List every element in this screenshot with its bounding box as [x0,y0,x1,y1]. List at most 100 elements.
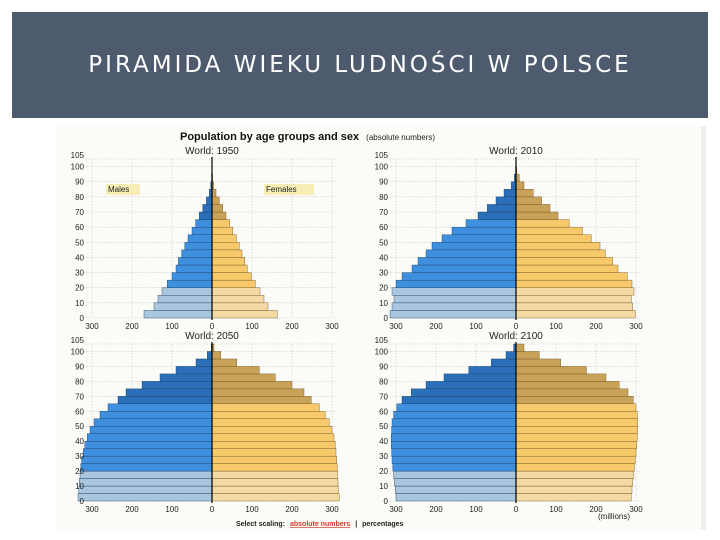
bar-male-15-19 [391,287,517,296]
bar-male-5-9 [78,485,213,494]
bar-male-35-39 [84,440,213,449]
y-tick-label: 105 [71,151,85,160]
panel-title: World: 2010 [489,146,543,157]
bar-male-0-4 [143,310,213,319]
x-tick-label: 300 [325,505,339,514]
bar-male-20-24 [395,279,517,288]
bar-male-85-89 [175,366,213,375]
y-tick-label: 10 [75,299,84,308]
bar-male-50-54 [187,234,213,243]
bar-female-10-14 [515,295,632,304]
bar-male-75-79 [425,381,517,390]
bar-female-100+ [515,343,525,352]
x-tick-label: 200 [589,505,603,514]
y-tick-label: 30 [379,269,388,278]
y-tick-label: 30 [75,452,84,461]
x-tick-label: 100 [469,505,483,514]
scaling-selector: Select scaling: absolute numbers | perce… [236,521,404,528]
y-tick-label: 50 [75,238,84,247]
y-tick-label: 30 [379,452,388,461]
bar-male-45-49 [184,242,213,251]
bar-female-20-24 [211,463,338,472]
bar-male-30-34 [83,448,213,457]
bar-female-75-79 [515,196,542,205]
bar-female-70-74 [211,204,224,213]
bar-male-40-44 [425,249,517,258]
bar-female-0-4 [515,493,632,502]
y-tick-label: 105 [375,151,389,160]
bar-female-60-64 [515,403,637,412]
bar-male-80-84 [443,373,517,382]
legend-males-label: Males [108,185,129,194]
bar-female-65-69 [515,211,559,220]
bar-male-50-54 [391,418,517,427]
y-tick-label: 30 [75,269,84,278]
bar-female-55-59 [515,411,638,419]
y-tick-label: 90 [379,362,388,371]
y-tick-label: 50 [379,238,388,247]
y-tick-label: 60 [75,223,84,232]
bar-female-65-69 [515,396,634,405]
slide-title: PIRAMIDA WIEKU LUDNOŚCI W POLSCE [88,52,632,78]
bar-male-50-54 [441,234,517,243]
bar-female-40-44 [211,433,335,442]
bar-female-85-89 [211,366,260,375]
bar-female-65-69 [211,396,312,405]
bar-female-60-64 [211,219,230,228]
bar-female-10-14 [515,478,634,487]
bar-female-75-79 [515,381,620,390]
bar-female-45-49 [515,426,638,434]
pyramid-panel-1: World: 1950 0 10 20 30 40 50 60 70 80 90 100 105 300 2… [71,146,340,331]
bar-male-5-9 [395,485,517,494]
bar-female-5-9 [515,485,633,494]
y-tick-label: 20 [379,467,388,476]
bar-female-30-34 [211,448,337,457]
scaling-absolute-link[interactable]: absolute numbers [290,521,350,528]
bar-male-80-84 [503,189,517,198]
x-tick-label: 100 [165,322,179,331]
x-tick-label: 300 [629,322,643,331]
y-tick-label: 20 [379,284,388,293]
pyramid-panel-2: World: 2010 0 10 20 30 40 50 60 70 80 90 100 105 300 2… [375,146,644,331]
x-tick-label: 100 [549,322,563,331]
bar-male-70-74 [411,388,517,397]
bar-female-5-9 [211,485,339,494]
bar-male-55-59 [451,226,517,235]
y-tick-label: 0 [80,314,85,323]
y-tick-label: 70 [75,208,84,217]
bar-male-90-94 [491,358,517,367]
bar-female-25-29 [515,272,628,281]
scaling-prefix: Select scaling: [236,521,285,528]
bar-male-60-64 [465,219,517,228]
x-tick-label: 200 [285,505,299,514]
panel-title: World: 2050 [185,331,239,342]
y-tick-label: 100 [71,163,85,172]
x-tick-label: 300 [389,322,403,331]
bar-male-20-24 [392,463,517,472]
bar-female-20-24 [211,279,256,288]
bar-male-60-64 [107,403,213,412]
y-tick-label: 100 [375,347,389,356]
bar-male-25-29 [81,455,213,464]
bar-female-35-39 [211,257,245,266]
y-tick-label: 90 [75,362,84,371]
bar-female-25-29 [515,455,636,464]
bar-male-80-84 [159,373,213,382]
bar-male-10-14 [393,295,517,304]
bar-male-85-89 [511,181,517,190]
bar-female-80-84 [515,189,534,198]
scaling-percentages-link[interactable]: percentages [362,521,403,528]
y-tick-label: 60 [379,407,388,416]
bar-male-20-24 [166,279,213,288]
bar-male-65-69 [401,396,517,405]
bar-male-0-4 [77,493,213,502]
bar-female-15-19 [515,287,635,296]
y-tick-label: 10 [379,482,388,491]
bar-female-75-79 [211,196,220,205]
y-tick-label: 80 [75,193,84,202]
y-tick-label: 40 [379,437,388,446]
bar-male-20-24 [80,463,213,472]
bar-male-10-14 [79,478,213,487]
x-tick-label: 100 [469,322,483,331]
bar-male-30-34 [175,264,213,273]
